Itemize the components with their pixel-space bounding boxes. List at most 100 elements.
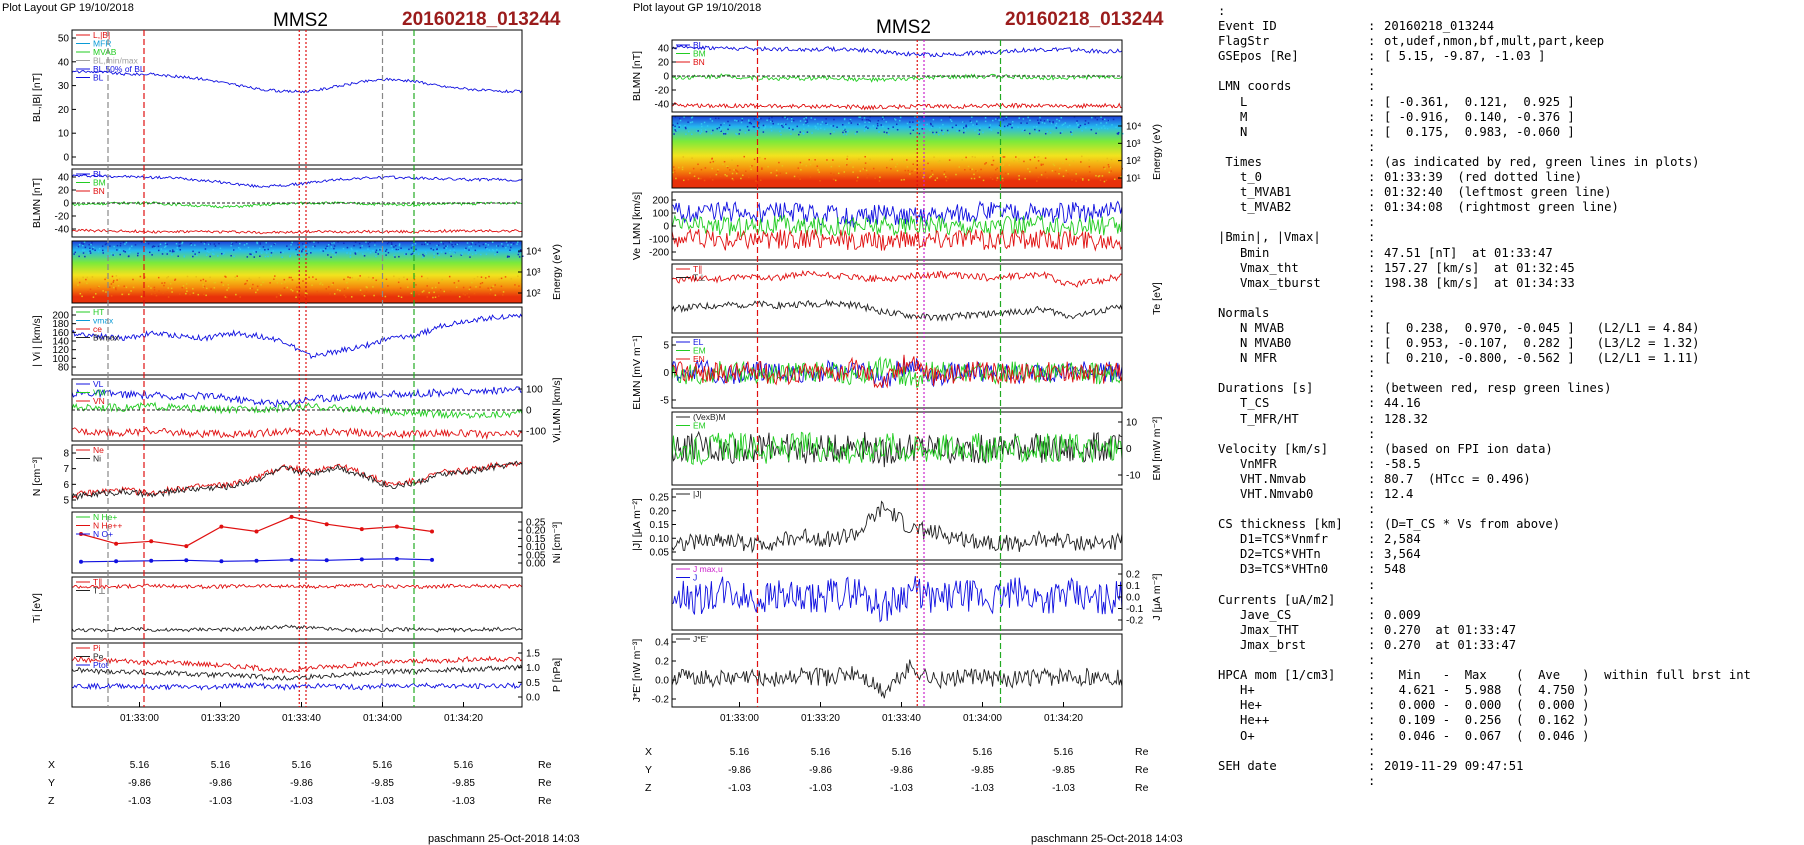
- info-row: Vmax_tburst:198.38 [km/s] at 01:34:33: [1218, 276, 1800, 291]
- spectrogram-speckle: [381, 279, 383, 281]
- info-row: O+: 0.046 - 0.067 ( 0.046 ): [1218, 729, 1800, 744]
- spectrogram-speckle: [510, 241, 512, 244]
- spectrogram-speckle: [316, 290, 318, 293]
- spectrogram-speckle: [124, 251, 126, 253]
- spectrogram-speckle: [723, 133, 725, 135]
- spectrogram-speckle: [313, 241, 315, 243]
- info-key: FlagStr: [1218, 34, 1270, 49]
- spectrogram-speckle: [234, 276, 237, 279]
- y-axis-label: BLMN [nT]: [31, 178, 43, 228]
- y-tick-label: 0.0: [526, 693, 540, 704]
- spectrogram-speckle: [933, 133, 935, 135]
- spectrogram-speckle: [480, 253, 482, 256]
- info-row: HPCA mom [1/cm3]: Min - Max ( Ave ) with…: [1218, 668, 1800, 683]
- y-tick-label: -40: [55, 225, 70, 236]
- spectrogram-speckle: [1026, 122, 1028, 124]
- spectrogram-speckle: [672, 166, 675, 168]
- spectrogram-speckle: [918, 132, 921, 135]
- spectrogram-speckle: [118, 278, 121, 280]
- spectrogram-speckle: [89, 252, 92, 254]
- spectrogram-speckle: [415, 248, 417, 251]
- spectrogram-speckle: [436, 250, 438, 252]
- spectrogram-speckle: [1001, 177, 1004, 180]
- spectrogram-speckle: [864, 167, 866, 170]
- spectrogram-speckle: [331, 283, 333, 286]
- coord-value: -9.86: [809, 765, 832, 776]
- panel-6: 100-10 EM [mW m⁻²](VexB)MEM: [671, 411, 1163, 486]
- legend-label: Pi: [93, 643, 101, 653]
- spectrogram-speckle: [508, 255, 510, 258]
- spectrogram-speckle: [935, 131, 938, 134]
- spectrogram-speckle: [867, 119, 870, 121]
- series-point: [149, 558, 154, 563]
- spectrogram-speckle: [163, 282, 166, 284]
- y-tick-label: 0.1: [1126, 581, 1140, 592]
- spectrogram-speckle: [974, 129, 976, 132]
- spectrogram-speckle: [225, 276, 227, 278]
- spectrogram-speckle: [965, 124, 967, 127]
- spectrogram-speckle: [372, 250, 374, 252]
- spectrogram-speckle: [748, 129, 750, 131]
- series-point: [394, 524, 399, 529]
- spectrogram-speckle: [138, 279, 141, 282]
- spectrogram-speckle: [140, 241, 143, 243]
- spectrogram-speckle: [415, 290, 418, 293]
- spectrogram-speckle: [755, 130, 757, 133]
- spectrogram-band: [72, 241, 522, 303]
- spectrogram-speckle: [466, 242, 469, 244]
- spectrogram-speckle: [1080, 161, 1082, 163]
- info-row: :: [1218, 4, 1800, 19]
- spectrogram-speckle: [265, 252, 268, 254]
- info-key: He+: [1218, 698, 1263, 713]
- y-tick-label: 1.0: [526, 663, 540, 674]
- info-value: [ 0.238, 0.970, -0.045 ] (L2/L1 = 4.84): [1384, 320, 1700, 335]
- coord-value: -1.03: [209, 796, 232, 807]
- spectrogram-speckle: [312, 245, 314, 248]
- spectrogram-speckle: [856, 131, 858, 133]
- spectrogram-speckle: [872, 167, 875, 170]
- spectrogram-speckle: [1037, 121, 1040, 124]
- series-point: [430, 529, 434, 534]
- y-tick-label: 0.05: [650, 548, 670, 559]
- legend-label: ce: [93, 324, 102, 334]
- left-footer: paschmann 25-Oct-2018 14:03: [428, 833, 580, 845]
- spectrogram-speckle: [806, 119, 808, 121]
- spectrogram-speckle: [90, 243, 92, 246]
- spectrogram-speckle: [996, 167, 998, 170]
- spectrogram-speckle: [507, 255, 509, 258]
- coord-axis-label: X: [48, 759, 55, 771]
- spectrogram-speckle: [888, 133, 890, 136]
- spectrogram-speckle: [346, 281, 349, 284]
- spectrogram-speckle: [803, 161, 805, 164]
- spectrogram-speckle: [278, 292, 280, 295]
- spectrogram-speckle: [343, 294, 346, 297]
- y-tick-label: 10¹: [1126, 174, 1141, 185]
- spectrogram-speckle: [890, 168, 892, 170]
- spectrogram-speckle: [150, 293, 153, 295]
- spectrogram-speckle: [725, 165, 728, 168]
- spectrogram-speckle: [970, 177, 973, 180]
- spectrogram-speckle: [878, 131, 880, 133]
- spectrogram-speckle: [943, 130, 945, 133]
- spectrogram-speckle: [162, 292, 164, 294]
- spectrogram-speckle: [518, 251, 520, 253]
- y-axis-label: BL,|B| [nT]: [31, 73, 43, 122]
- spectrogram-speckle: [367, 276, 370, 279]
- spectrogram-speckle: [1087, 179, 1090, 181]
- series-point: [184, 544, 189, 549]
- spectrogram-speckle: [203, 293, 205, 295]
- y-tick-label: 1.5: [526, 649, 540, 660]
- spectrogram-speckle: [799, 178, 801, 180]
- spectrogram-speckle: [832, 159, 834, 161]
- info-row: t_MVAB2:01:34:08 (rightmost green line): [1218, 200, 1800, 215]
- spectrogram-speckle: [319, 283, 321, 285]
- spectrogram-speckle: [1100, 127, 1103, 129]
- spectrogram-speckle: [784, 123, 786, 125]
- spectrogram-speckle: [315, 278, 317, 281]
- info-colon: :: [1368, 79, 1376, 94]
- series-point: [289, 557, 294, 562]
- spectrogram-speckle: [98, 247, 101, 250]
- coord-value: -9.85: [971, 765, 994, 776]
- spectrogram-band: [672, 116, 1122, 188]
